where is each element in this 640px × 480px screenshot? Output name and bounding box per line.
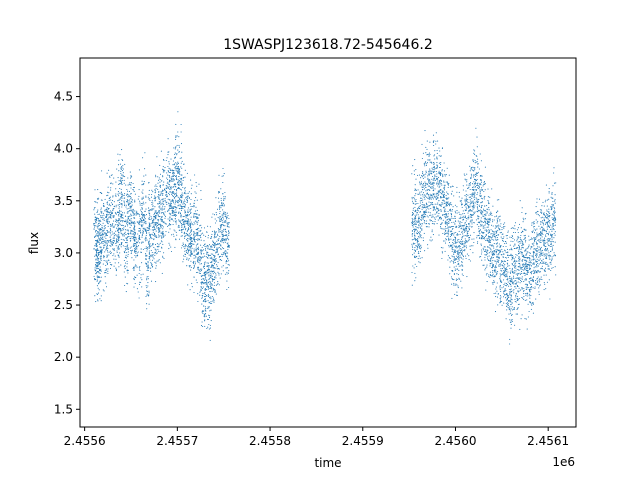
data-point (458, 191, 464, 289)
data-point (528, 221, 535, 314)
data-point (417, 174, 423, 264)
data-point (158, 150, 164, 274)
data-point (499, 218, 505, 306)
data-point (99, 170, 105, 292)
data-point (443, 167, 449, 252)
y-tick-label: 3.0 (54, 246, 73, 260)
x-tick-label: 2.4557 (156, 434, 198, 448)
data-point (123, 184, 129, 293)
data-point (180, 160, 186, 263)
data-point (106, 169, 112, 269)
data-point (120, 149, 126, 247)
data-point (160, 159, 167, 260)
data-point (484, 183, 490, 291)
data-point (154, 156, 160, 283)
data-point (447, 174, 453, 278)
data-point (480, 166, 486, 266)
data-point (536, 198, 542, 295)
y-tick-label: 4.0 (54, 142, 73, 156)
data-point (203, 225, 209, 330)
data-point (172, 148, 178, 248)
data-point (169, 147, 175, 253)
data-point (109, 174, 115, 267)
data-point (514, 222, 520, 315)
x-tick-label: 2.4558 (249, 434, 291, 448)
x-tick-label: 2.4556 (64, 434, 106, 448)
y-tick-label: 2.5 (54, 298, 73, 312)
x-tick-label: 2.4560 (434, 434, 476, 448)
data-point (133, 189, 139, 290)
x-tick-label: 2.4559 (342, 434, 384, 448)
data-point (551, 167, 557, 276)
data-point (126, 171, 132, 253)
data-point (210, 213, 216, 304)
x-offset-label: 1e6 (552, 455, 575, 469)
data-point (488, 188, 494, 278)
data-point (532, 206, 538, 300)
data-point (432, 132, 438, 225)
data-point (436, 140, 442, 236)
y-tick-label: 4.5 (54, 90, 73, 104)
data-point (428, 141, 434, 242)
data-point (221, 167, 227, 272)
data-points (93, 111, 557, 345)
data-point (207, 226, 213, 341)
data-point (506, 230, 512, 345)
data-point (439, 147, 446, 260)
data-point (451, 185, 457, 299)
data-point (491, 205, 498, 313)
data-point (165, 138, 171, 250)
data-point (137, 169, 143, 299)
data-point (94, 198, 101, 303)
data-point (473, 127, 479, 244)
data-point (196, 183, 203, 303)
y-tick-label: 1.5 (54, 402, 73, 416)
data-point (510, 227, 516, 329)
data-point (421, 130, 427, 259)
y-tick-label: 2.0 (54, 350, 73, 364)
data-point (495, 199, 501, 306)
data-point (224, 212, 230, 291)
data-point (517, 200, 524, 330)
data-point (476, 153, 483, 258)
y-axis: 1.5 2.0 2.5 3.0 3.5 4.0 4.5 (54, 90, 80, 416)
data-point (189, 184, 195, 294)
data-point (217, 174, 223, 286)
data-point (213, 197, 219, 295)
data-point (543, 184, 549, 290)
plot-frame (79, 57, 577, 428)
data-point (521, 207, 527, 320)
data-point (193, 174, 199, 284)
data-point (525, 235, 531, 330)
y-axis-label: flux (27, 232, 41, 254)
data-point (502, 222, 509, 320)
data-point (147, 182, 154, 282)
data-point (186, 179, 192, 286)
data-point (174, 111, 180, 236)
data-point (145, 196, 151, 310)
data-point (454, 186, 460, 296)
chart-title: 1SWASPJ123618.72-545646.2 (223, 37, 432, 53)
x-axis: 2.4556 2.4557 2.4558 2.4559 2.4560 2.4561 (64, 427, 569, 448)
data-point (425, 140, 431, 249)
data-point (547, 188, 553, 300)
y-tick-label: 3.5 (54, 194, 73, 208)
data-point (465, 165, 472, 278)
data-point (411, 165, 417, 286)
x-axis-label: time (314, 456, 341, 470)
data-point (117, 153, 123, 266)
data-point (413, 159, 419, 282)
x-tick-label: 2.4561 (527, 434, 569, 448)
